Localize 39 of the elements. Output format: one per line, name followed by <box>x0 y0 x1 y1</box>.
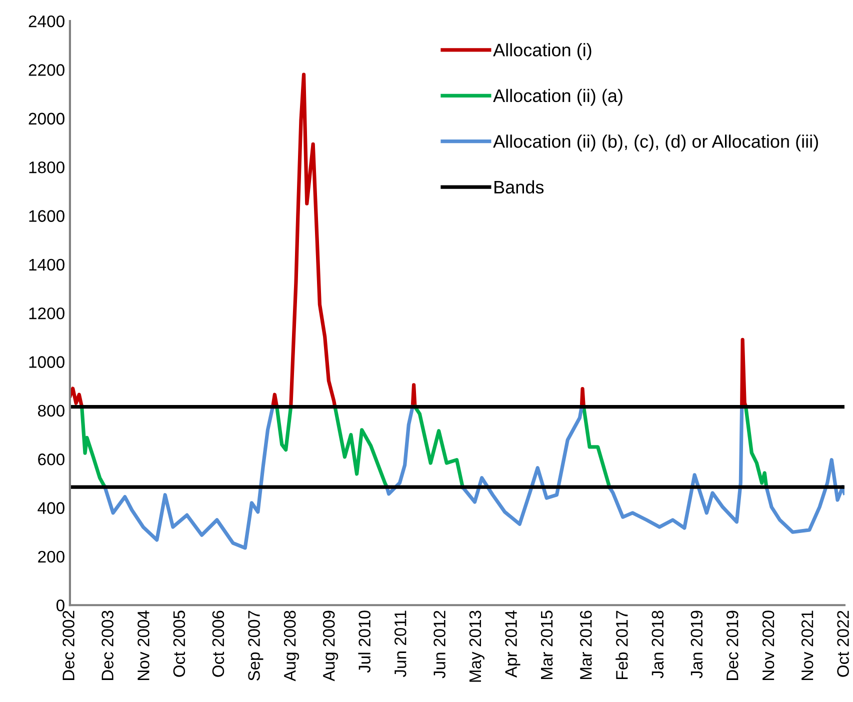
y-tick-label: 1200 <box>29 307 64 320</box>
y-tick-label: 0 <box>56 600 64 612</box>
x-tick-label: Feb 2017 <box>616 610 628 680</box>
x-tick-label: Oct 2005 <box>173 610 186 677</box>
y-tick-label: 1000 <box>29 356 64 368</box>
x-tick-label: Mar 2016 <box>580 610 592 680</box>
legend-label: Allocation (ii) (a) <box>493 88 622 106</box>
legend-label: Allocation (i) <box>493 43 592 60</box>
y-tick-label: 1400 <box>29 258 64 271</box>
legend-label: Allocation (ii) (b), (c), (d) or Allocation (iii) <box>493 134 818 152</box>
y-tick-label: 2400 <box>28 15 64 28</box>
x-tick-label: Jul 2010 <box>358 610 370 673</box>
y-tick-label: 2000 <box>28 112 64 125</box>
x-tick-label: Dec 2019 <box>726 610 738 680</box>
legend-label: Bands <box>494 180 544 194</box>
x-tick-label: Jan 2019 <box>690 610 703 678</box>
x-tick-label: Dec 2003 <box>102 610 114 680</box>
x-tick-label: Aug 2008 <box>284 610 300 682</box>
x-tick-label: Jun 2011 <box>394 610 406 678</box>
x-tick-label: Jun 2012 <box>434 610 446 678</box>
x-tick-label: Dec 2002 <box>62 610 74 680</box>
y-tick-label: 1800 <box>29 161 64 174</box>
y-tick-label: 2200 <box>28 64 64 76</box>
y-tick-label: 600 <box>38 454 64 466</box>
x-tick-label: Nov 2020 <box>762 610 774 680</box>
x-tick-label: Apr 2014 <box>505 610 520 678</box>
x-tick-label: Jan 2018 <box>652 610 664 678</box>
x-tick-label: Sep 2007 <box>248 610 264 681</box>
x-tick-label: Oct 2006 <box>212 610 224 677</box>
x-tick-label: Nov 2004 <box>138 610 150 680</box>
y-tick-label: 200 <box>38 550 64 563</box>
x-tick-label: Aug 2009 <box>322 610 338 682</box>
x-tick-label: Mar 2015 <box>540 610 553 680</box>
x-tick-label: May 2013 <box>469 610 484 682</box>
x-tick-label: Nov 2021 <box>801 610 814 680</box>
x-tick-label: Oct 2022 <box>837 610 849 677</box>
y-tick-label: 400 <box>38 502 64 514</box>
y-tick-label: 1600 <box>29 210 64 222</box>
y-tick-label: 800 <box>38 404 64 417</box>
